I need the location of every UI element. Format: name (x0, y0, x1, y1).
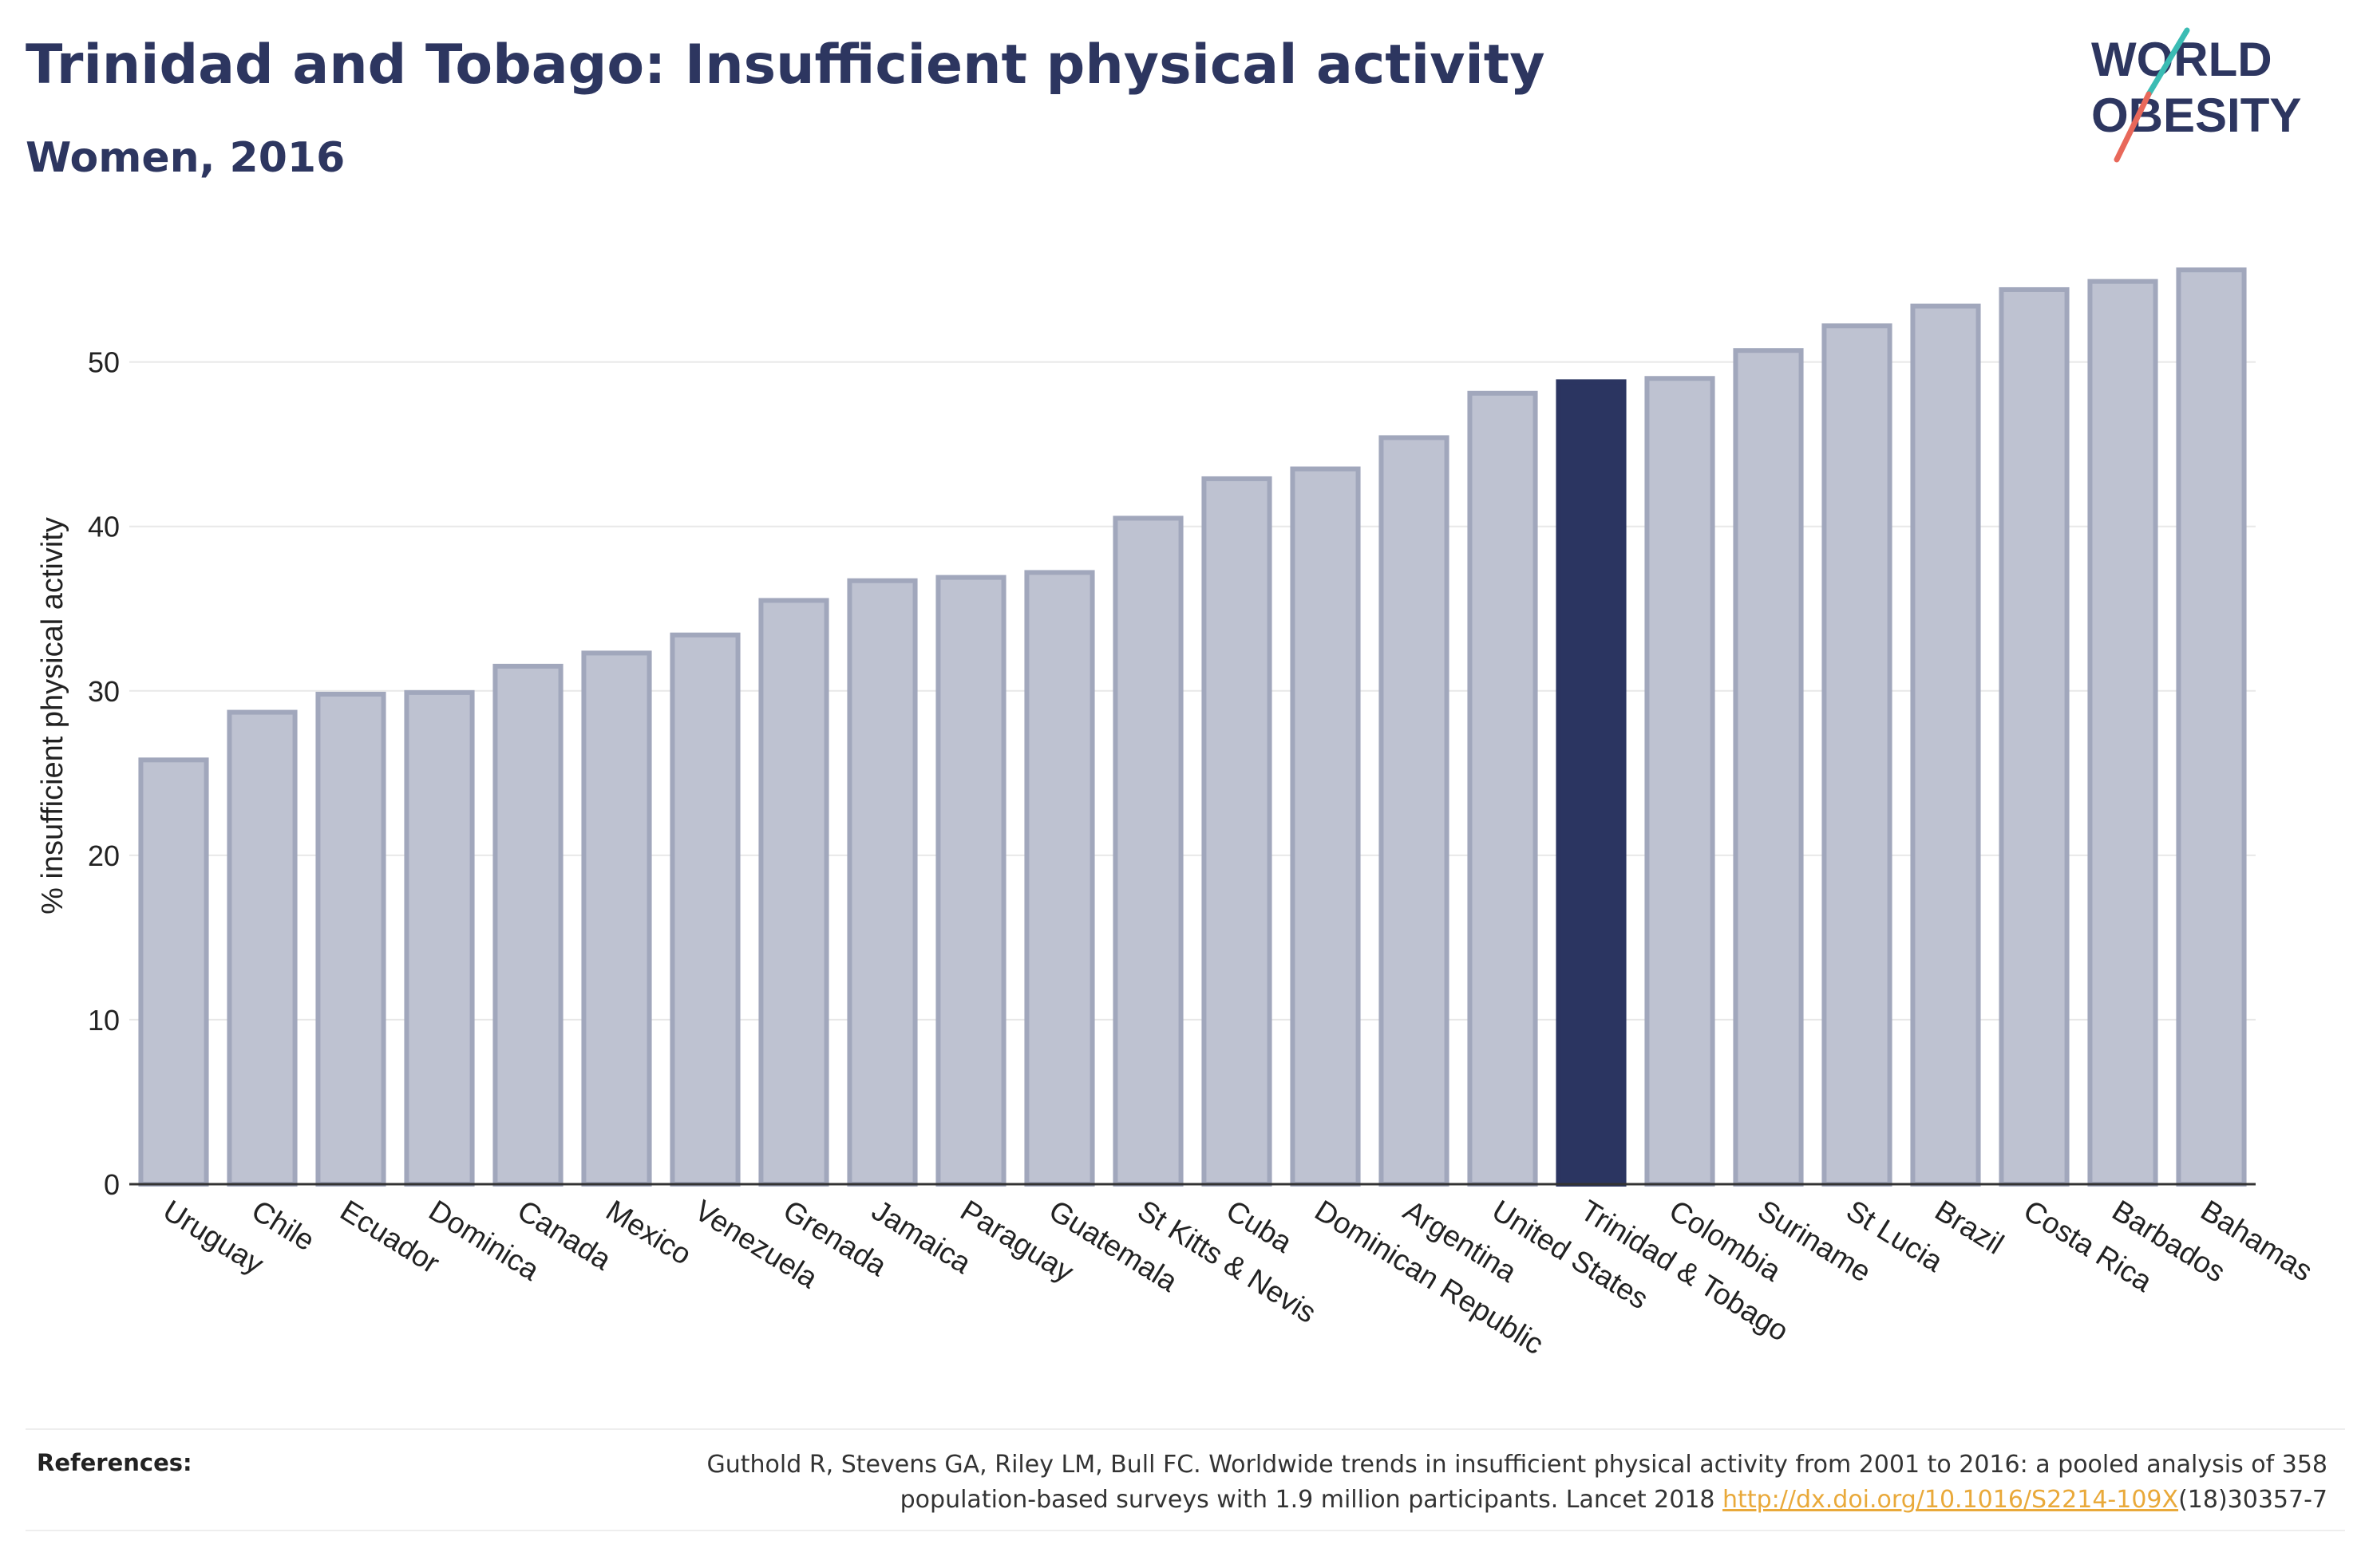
references-line-2: population-based surveys with 1.9 millio… (900, 1486, 1723, 1514)
y-tick-label: 50 (88, 346, 120, 379)
bar-grenada (758, 598, 829, 1187)
bars (138, 267, 2247, 1187)
bar-colombia (1644, 376, 1715, 1187)
bar-argentina (1378, 435, 1449, 1187)
bar-st-kitts-nevis (1113, 515, 1184, 1187)
bar-suriname (1733, 348, 1804, 1187)
y-tick-label: 10 (88, 1004, 120, 1037)
bar-paraguay (935, 575, 1006, 1187)
bar-jamaica (847, 578, 918, 1187)
bar-cuba (1201, 476, 1272, 1187)
bar-dominican-republic (1290, 466, 1361, 1187)
logo-slash-coral (2114, 91, 2152, 163)
bar-trinidad-tobago (1556, 379, 1627, 1187)
grid-lines (129, 361, 2256, 1021)
bar-st-lucia (1821, 323, 1892, 1187)
references-line-1: Guthold R, Stevens GA, Riley LM, Bull FC… (706, 1451, 2327, 1479)
logo-line-2: OBESITY (2091, 89, 2301, 142)
chart-subtitle: Women, 2016 (26, 134, 346, 182)
references-panel: References: Guthold R, Stevens GA, Riley… (26, 1428, 2345, 1531)
bar-united-states (1467, 390, 1538, 1187)
bar-chile (227, 709, 298, 1187)
y-tick-label: 40 (88, 511, 120, 543)
x-tick-label: Ecuador (334, 1194, 445, 1280)
references-text: Guthold R, Stevens GA, Riley LM, Bull FC… (492, 1448, 2327, 1518)
bar-ecuador (315, 691, 386, 1187)
logo-slash-teal (2145, 27, 2190, 97)
bar-mexico (581, 650, 652, 1187)
bar-venezuela (670, 632, 741, 1187)
bar-brazil (1910, 303, 1981, 1187)
y-tick-label: 0 (104, 1168, 120, 1201)
bar-barbados (2087, 278, 2158, 1187)
x-tick-label: Mexico (600, 1194, 697, 1271)
bar-dominica (404, 689, 475, 1187)
y-tick-labels: 0 10 20 30 40 50 (88, 346, 120, 1201)
references-label: References: (37, 1449, 192, 1476)
bar-costa-rica (1999, 286, 2070, 1187)
bar-guatemala (1024, 570, 1095, 1187)
references-suffix: (18)30357-7 (2178, 1486, 2327, 1514)
world-obesity-logo: WORLD OBESITY (2091, 27, 2301, 163)
bar-canada (492, 663, 564, 1187)
bar-uruguay (138, 757, 209, 1187)
chart-title: Trinidad and Tobago: Insufficient physic… (26, 34, 1545, 97)
y-tick-label: 20 (88, 839, 120, 872)
x-tick-label: Uruguay (157, 1194, 270, 1281)
bar-bahamas (2176, 267, 2247, 1187)
y-axis-title: % insufficient physical activity (36, 517, 69, 914)
doi-link[interactable]: http://dx.doi.org/10.1016/S2214-109X (1722, 1486, 2179, 1514)
y-tick-label: 30 (88, 675, 120, 708)
